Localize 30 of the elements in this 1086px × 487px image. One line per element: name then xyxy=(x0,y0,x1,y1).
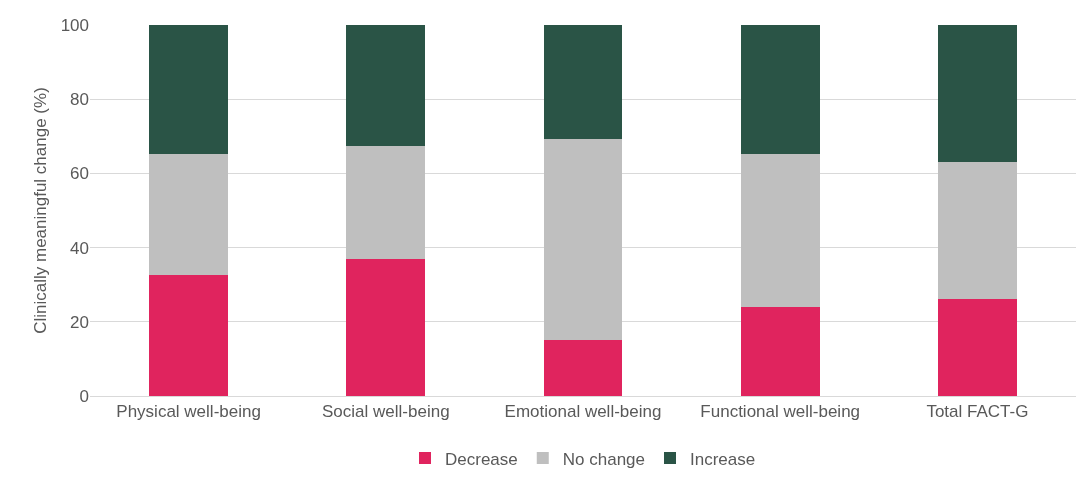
bar xyxy=(543,138,623,340)
x-tick-label: Emotional well-being xyxy=(504,402,662,422)
y-tick-label: 20 xyxy=(70,312,89,332)
bar xyxy=(937,161,1017,300)
x-tick-label: Physical well-being xyxy=(116,402,261,422)
bar xyxy=(740,25,820,154)
legend-label: No change xyxy=(562,449,645,469)
bar xyxy=(346,259,426,396)
bar xyxy=(149,275,229,396)
x-tick-label: Social well-being xyxy=(322,402,450,422)
y-tick-label: 0 xyxy=(79,386,89,406)
x-tick-label: Total FACT-G xyxy=(926,402,1029,422)
bar xyxy=(543,25,623,139)
y-axis-title: Clinically meaningful change (%) xyxy=(31,87,50,334)
y-tick-label: 100 xyxy=(60,15,89,35)
bar xyxy=(543,339,623,396)
bar xyxy=(346,25,426,146)
bar xyxy=(937,299,1017,396)
bar xyxy=(740,153,820,308)
bar xyxy=(149,153,229,276)
y-tick-label: 40 xyxy=(70,238,89,258)
legend-label: Decrease xyxy=(445,449,518,469)
bar xyxy=(149,25,229,154)
bar xyxy=(937,25,1017,162)
legend-label: Increase xyxy=(690,449,756,469)
x-tick-label: Functional well-being xyxy=(700,402,861,422)
bar xyxy=(740,307,820,396)
y-tick-label: 80 xyxy=(70,90,89,110)
y-tick-label: 60 xyxy=(70,164,89,184)
bar xyxy=(346,145,426,260)
